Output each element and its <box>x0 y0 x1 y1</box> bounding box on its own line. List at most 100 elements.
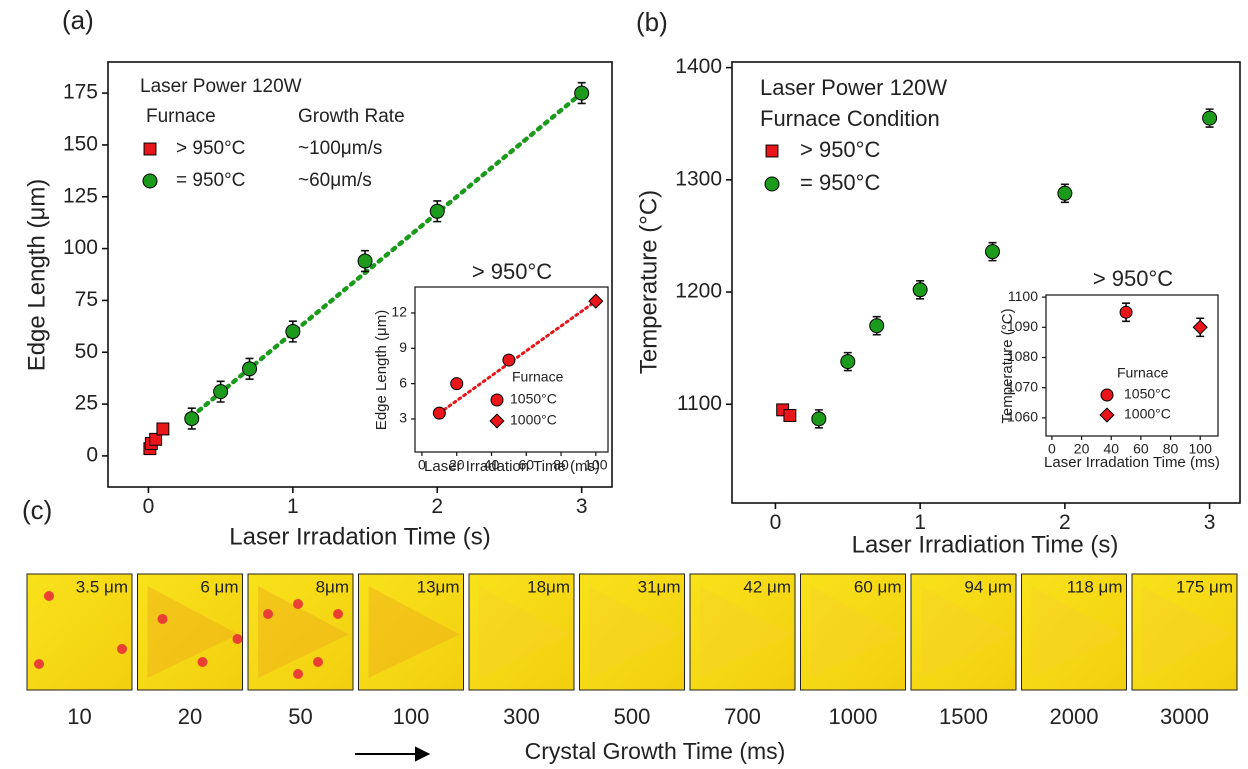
time-label: 2000 <box>1050 704 1099 729</box>
time-label: 1000 <box>829 704 878 729</box>
legend-title: Furnace Condition <box>760 106 940 131</box>
legend-rate: ~60μm/s <box>298 170 372 191</box>
legend-rate: ~100μm/s <box>298 138 382 159</box>
marker <box>784 410 796 422</box>
marker <box>286 325 300 339</box>
size-label: 94 μm <box>964 577 1012 596</box>
y-tick-label: 12 <box>391 304 407 320</box>
time-label: 100 <box>393 704 430 729</box>
marker <box>358 254 372 268</box>
x-tick-label: 1 <box>287 495 299 518</box>
legend-heading: Laser Power 120W <box>760 75 947 100</box>
defect <box>44 591 54 601</box>
y-tick-label: 1100 <box>1008 288 1038 304</box>
y-tick-label: 75 <box>75 288 98 311</box>
y-tick-label: 0 <box>86 443 98 466</box>
panel-label: (b) <box>636 7 668 37</box>
y-axis-label: Temperature (°C) <box>999 308 1016 423</box>
time-label: 1500 <box>939 704 988 729</box>
y-tick-label: 150 <box>63 132 98 155</box>
marker <box>986 245 1000 259</box>
y-axis-label: Edge Length (μm) <box>23 179 50 372</box>
defect <box>198 657 208 667</box>
legend-title: Growth Rate <box>298 106 405 127</box>
marker <box>451 378 463 390</box>
x-axis-label: Laser Irradation Time (ms) <box>424 458 600 475</box>
y-tick-label: 125 <box>63 184 98 207</box>
marker <box>913 283 927 297</box>
size-label: 18μm <box>527 577 570 596</box>
legend-title: Furnace <box>1117 365 1169 381</box>
y-tick-label: 1100 <box>677 392 722 415</box>
legend-label: > 950°C <box>176 138 245 159</box>
legend-marker <box>1101 389 1113 401</box>
legend-title: Furnace <box>512 369 564 385</box>
size-label: 13μm <box>417 577 460 596</box>
marker <box>430 204 444 218</box>
legend-label: 1050°C <box>1124 386 1171 402</box>
x-tick-label: 3 <box>1204 511 1216 534</box>
inset-title: > 950°C <box>1093 266 1173 291</box>
defect <box>158 614 168 624</box>
defect <box>313 657 323 667</box>
defect <box>263 609 273 619</box>
marker <box>870 319 884 333</box>
x-axis-label: Laser Irradation Time (s) <box>229 523 490 550</box>
y-tick-label: 25 <box>75 392 98 415</box>
time-label: 10 <box>67 704 91 729</box>
legend-marker <box>765 177 779 191</box>
x-tick-label: 0 <box>143 495 155 518</box>
y-tick-label: 175 <box>63 81 98 104</box>
size-label: 118 μm <box>1067 577 1123 596</box>
marker <box>812 412 826 426</box>
legend-marker <box>143 174 157 188</box>
defect <box>117 644 127 654</box>
legend-label: 1050°C <box>510 391 557 407</box>
legend-marker <box>491 394 503 406</box>
legend-label: = 950°C <box>800 170 880 195</box>
marker <box>433 407 445 419</box>
marker <box>214 385 228 399</box>
marker <box>185 412 199 426</box>
y-tick-label: 6 <box>399 374 407 390</box>
y-tick-label: 1300 <box>675 167 722 190</box>
x-tick-label: 2 <box>431 495 443 518</box>
time-label: 20 <box>178 704 202 729</box>
time-label: 50 <box>288 704 312 729</box>
size-label: 31μm <box>638 577 681 596</box>
panel-label: (c) <box>22 495 52 525</box>
legend-marker <box>144 143 156 155</box>
defect <box>293 599 303 609</box>
marker <box>841 355 855 369</box>
arrow <box>355 748 428 760</box>
time-label: 500 <box>614 704 651 729</box>
x-axis-label: Laser Irradiation Time (s) <box>852 531 1119 558</box>
legend-heading: Laser Power 120W <box>140 76 302 97</box>
size-label: 3.5 μm <box>76 577 128 596</box>
size-label: 6 μm <box>200 577 238 596</box>
defect <box>34 659 44 669</box>
legend-label: > 950°C <box>800 137 880 162</box>
strip-axis-label: Crystal Growth Time (ms) <box>525 738 786 764</box>
legend-label: = 950°C <box>176 170 245 191</box>
legend-marker <box>766 145 778 157</box>
y-tick-label: 1400 <box>675 55 722 78</box>
panel-label: (a) <box>62 5 94 35</box>
marker <box>1058 186 1072 200</box>
marker <box>243 362 257 376</box>
marker <box>503 354 515 366</box>
x-tick-label: 3 <box>576 495 588 518</box>
legend-title: Furnace <box>146 106 216 127</box>
figure: (a) (b) (c) 01230255075100125150175Laser… <box>0 0 1248 769</box>
legend-label: 1000°C <box>1124 406 1171 422</box>
y-tick-label: 1200 <box>675 280 722 303</box>
x-axis-label: Laser Irradation Time (ms) <box>1044 454 1220 471</box>
marker <box>1203 111 1217 125</box>
marker <box>1120 306 1132 318</box>
y-axis-label: Edge Length (μm) <box>373 310 390 430</box>
marker <box>157 423 169 435</box>
defect <box>333 609 343 619</box>
x-tick-label: 0 <box>770 511 782 534</box>
legend-label: 1000°C <box>510 412 557 428</box>
y-tick-label: 100 <box>63 236 98 259</box>
